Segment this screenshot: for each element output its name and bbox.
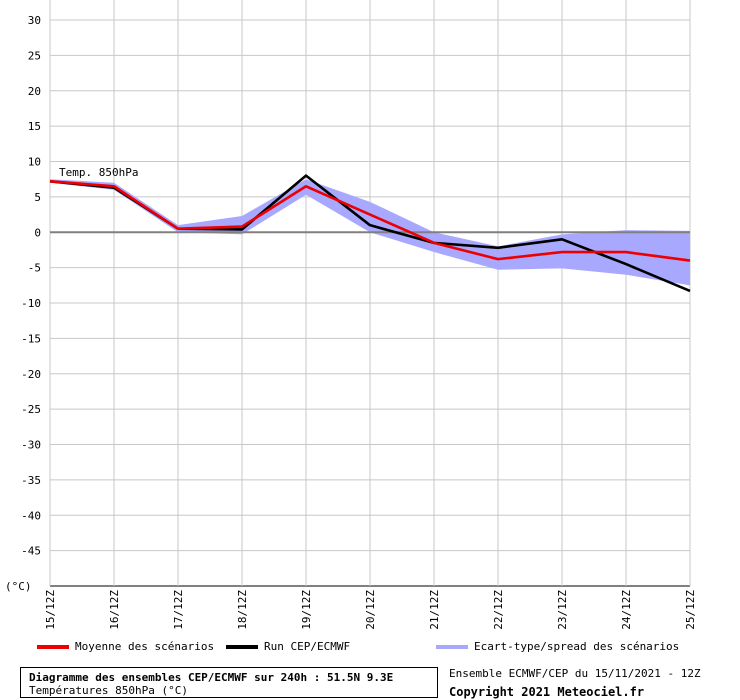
legend-label-run: Run CEP/ECMWF [264,640,351,653]
y-tick-label: -40 [21,509,41,522]
legend-swatch-mean [37,645,69,649]
series-annotation: Temp. 850hPa [59,166,138,179]
x-tick-label: 25/12Z [684,590,697,630]
y-tick-label: 5 [34,191,41,204]
chart-title: Diagramme des ensembles CEP/ECMWF sur 24… [29,671,394,684]
x-tick-label: 18/12Z [236,590,249,630]
y-axis-unit-label: (°C) [5,580,32,593]
y-tick-label: -20 [21,368,41,381]
copyright: Copyright 2021 Meteociel.fr [449,685,645,699]
ensemble-info: Ensemble ECMWF/CEP du 15/11/2021 - 12Z [449,667,701,680]
y-tick-label: -45 [21,545,41,558]
x-tick-label: 19/12Z [300,590,313,630]
chart-subtitle: Températures 850hPa (°C) [29,684,188,697]
legend-item-spread: Ecart-type/spread des scénarios [436,640,679,653]
x-tick-label: 24/12Z [620,590,633,630]
y-tick-labels: 30 25 20 15 10 5 0 -5 -10 -15 -20 -25 -30 -35 -40 -45 [21,14,41,558]
series-line-mean [49,180,691,262]
y-tick-label: -10 [21,297,41,310]
x-tick-labels: 15/12Z 16/12Z 17/12Z 18/12Z 19/12Z 20/12Z 21/1… [44,590,697,630]
grid-lines [49,0,691,587]
legend-swatch-run [226,645,258,649]
y-tick-label: 10 [28,156,41,169]
legend-item-mean: Moyenne des scénarios [37,640,214,653]
legend-label-spread: Ecart-type/spread des scénarios [474,640,680,653]
chart-info-box: Diagramme des ensembles CEP/ECMWF sur 24… [20,667,438,698]
legend-swatch-spread [436,645,468,649]
series-lines [49,174,691,293]
x-tick-label: 23/12Z [556,590,569,630]
y-tick-label: -15 [21,332,41,345]
legend-item-run: Run CEP/ECMWF [226,640,350,653]
y-tick-label: 20 [28,85,41,98]
x-tick-label: 16/12Z [108,590,121,630]
x-tick-label: 20/12Z [364,590,377,630]
y-tick-label: -5 [28,262,41,275]
x-tick-label: 17/12Z [172,590,185,630]
x-tick-label: 21/12Z [428,590,441,630]
x-tick-label: 22/12Z [492,590,505,630]
y-tick-label: -25 [21,403,41,416]
chart-plot: 30 25 20 15 10 5 0 -5 -10 -15 -20 -25 -30 -35 -40 -45 1… [5,0,697,630]
y-tick-label: -35 [21,474,41,487]
y-tick-label: -30 [21,439,41,452]
y-tick-label: 25 [28,49,41,62]
y-tick-label: 15 [28,120,41,133]
legend-label-mean: Moyenne des scénarios [75,640,215,653]
y-tick-label: 30 [28,14,41,27]
y-tick-label: 0 [34,226,41,239]
x-tick-label: 15/12Z [44,590,57,630]
